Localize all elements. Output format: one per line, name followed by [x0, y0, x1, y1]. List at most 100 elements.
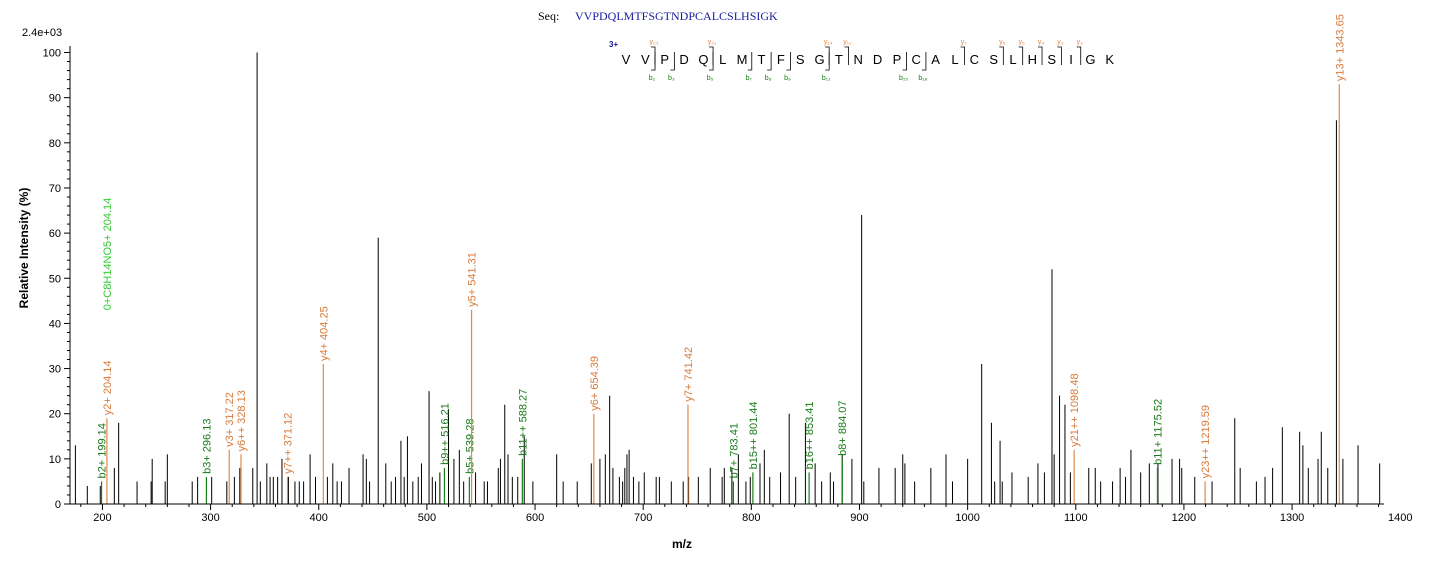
- residue: V: [641, 52, 650, 67]
- y-tick-label: 100: [43, 48, 61, 60]
- y-ion-marker: y₇: [961, 39, 968, 46]
- annotated-peak-label: b15++ 801.44: [748, 401, 760, 469]
- residue: P: [893, 52, 902, 67]
- annotated-peak-label: b8+ 884.07: [837, 400, 849, 455]
- y-ion-bracket: [1057, 46, 1062, 65]
- x-axis-title: m/z: [672, 537, 692, 551]
- residue: T: [757, 52, 765, 67]
- x-tick-label: 900: [850, 512, 868, 524]
- x-tick-label: 1400: [1388, 512, 1412, 524]
- x-tick-label: 300: [201, 512, 219, 524]
- b-ion-bracket: [786, 52, 791, 71]
- sequence-value: VVPDQLMTFSGTNDPCALCSLHSIGK: [575, 9, 778, 23]
- residue: G: [1085, 52, 1095, 67]
- annotated-peak-label: y13+ 1343.65: [1334, 14, 1346, 81]
- y-ion-marker: y₂: [1077, 39, 1084, 46]
- annotated-peak-label: v3+ 317.22: [224, 392, 236, 447]
- residue: I: [1069, 52, 1073, 67]
- b-ion-bracket: [921, 52, 927, 71]
- y-tick-label: 0: [55, 499, 61, 511]
- x-tick-label: 600: [526, 512, 544, 524]
- x-tick-label: 500: [418, 512, 436, 524]
- y-tick-label: 20: [49, 409, 61, 421]
- residue: S: [989, 52, 998, 67]
- residue: C: [970, 52, 979, 67]
- b-ion-bracket: [670, 52, 675, 71]
- b-ion-bracket: [651, 52, 656, 71]
- x-tick-label: 1300: [1280, 512, 1304, 524]
- y-tick-label: 30: [49, 364, 61, 376]
- charge-state: 3+: [609, 40, 618, 49]
- y-tick-label: 70: [49, 183, 61, 195]
- annotated-peaks-layer: b2+ 199.14 y2+ 204.14 0+C8H14NO5+ 204.14 b3…: [97, 14, 1346, 504]
- x-tick-label: 200: [93, 512, 111, 524]
- b-ion-marker: b₇: [746, 75, 753, 82]
- y-ion-bracket: [825, 46, 830, 65]
- y-ion-marker: y₁₄: [824, 39, 833, 46]
- residue: L: [951, 52, 958, 67]
- annotated-peak-label: b11++ 588.27: [517, 389, 529, 456]
- sequence-label: Seq:: [538, 9, 559, 23]
- residue: K: [1105, 52, 1114, 67]
- y-ion-bracket: [1018, 46, 1024, 65]
- annotated-peak-label: b16++ 853.41: [804, 401, 816, 469]
- y-ion-marker: y₂₁: [708, 39, 717, 46]
- residue: H: [1028, 52, 1037, 67]
- b-ion-marker: b₅: [707, 75, 714, 82]
- annotated-peak-label: y6++ 328.13: [236, 390, 248, 451]
- residue: L: [1009, 52, 1016, 67]
- residue: F: [777, 52, 785, 67]
- residue: S: [796, 52, 805, 67]
- y-ion-bracket: [960, 46, 966, 65]
- y-ion-marker: y₆: [999, 39, 1006, 46]
- annotated-peak-label: y2+ 204.14: [102, 360, 114, 415]
- b-ion-bracket: [767, 52, 772, 71]
- b-ion-marker: b₁₆: [918, 75, 927, 82]
- annotated-peak-label: 0+C8H14NO5+ 204.14: [102, 198, 114, 311]
- residue: A: [931, 52, 940, 67]
- annotated-peak-label: b2+ 199.14: [97, 423, 109, 478]
- b-ion-bracket: [825, 52, 830, 71]
- annotated-peak-label: y7++ 371.12: [283, 413, 295, 474]
- y-tick-label: 10: [49, 454, 61, 466]
- y-ion-marker: y₅: [1019, 39, 1026, 46]
- y-ion-marker: y₄: [1038, 39, 1045, 46]
- y-ion-bracket: [1076, 46, 1082, 65]
- b-ion-marker: b₈: [765, 75, 772, 82]
- peaks-layer: [74, 52, 1381, 504]
- y-axis-title: Relative Intensity (%): [17, 188, 31, 309]
- y-ion-bracket: [709, 46, 714, 65]
- b-ion-bracket: [902, 52, 907, 71]
- annotated-peak-label: b11+ 1175.52: [1152, 399, 1164, 465]
- residue: D: [873, 52, 882, 67]
- b-ion-marker: b₃: [668, 75, 675, 82]
- x-tick-label: 800: [742, 512, 760, 524]
- y-ion-marker: y₃: [1057, 39, 1064, 46]
- residue: L: [719, 52, 726, 67]
- intensity-scale-label: 2.4e+03: [22, 27, 62, 39]
- residue: T: [835, 52, 843, 67]
- b-ion-marker: b₂: [649, 75, 656, 82]
- y-ion-bracket: [999, 46, 1004, 65]
- residue: V: [622, 52, 631, 67]
- residue: P: [660, 52, 669, 67]
- annotated-peak-label: b7+ 783.41: [728, 423, 740, 478]
- x-tick-label: 1200: [1172, 512, 1196, 524]
- b-ion-bracket: [709, 52, 714, 71]
- residue: M: [737, 52, 748, 67]
- y-ion-marker: y₁₂: [843, 39, 852, 46]
- annotated-peak-label: y7+ 741.42: [683, 347, 695, 402]
- y-ion-bracket: [1038, 46, 1043, 65]
- residue: N: [854, 52, 863, 67]
- residue: Q: [698, 52, 708, 67]
- y-ion-marker: y₂₃: [649, 39, 658, 46]
- y-tick-label: 40: [49, 318, 61, 330]
- residue: S: [1047, 52, 1056, 67]
- x-tick-label: 400: [310, 512, 328, 524]
- y-tick-label: 50: [49, 273, 61, 285]
- annotated-peak-label: b5+ 539.28: [464, 419, 476, 474]
- annotated-peak-label: y4+ 404.25: [318, 306, 330, 361]
- residue: C: [912, 52, 921, 67]
